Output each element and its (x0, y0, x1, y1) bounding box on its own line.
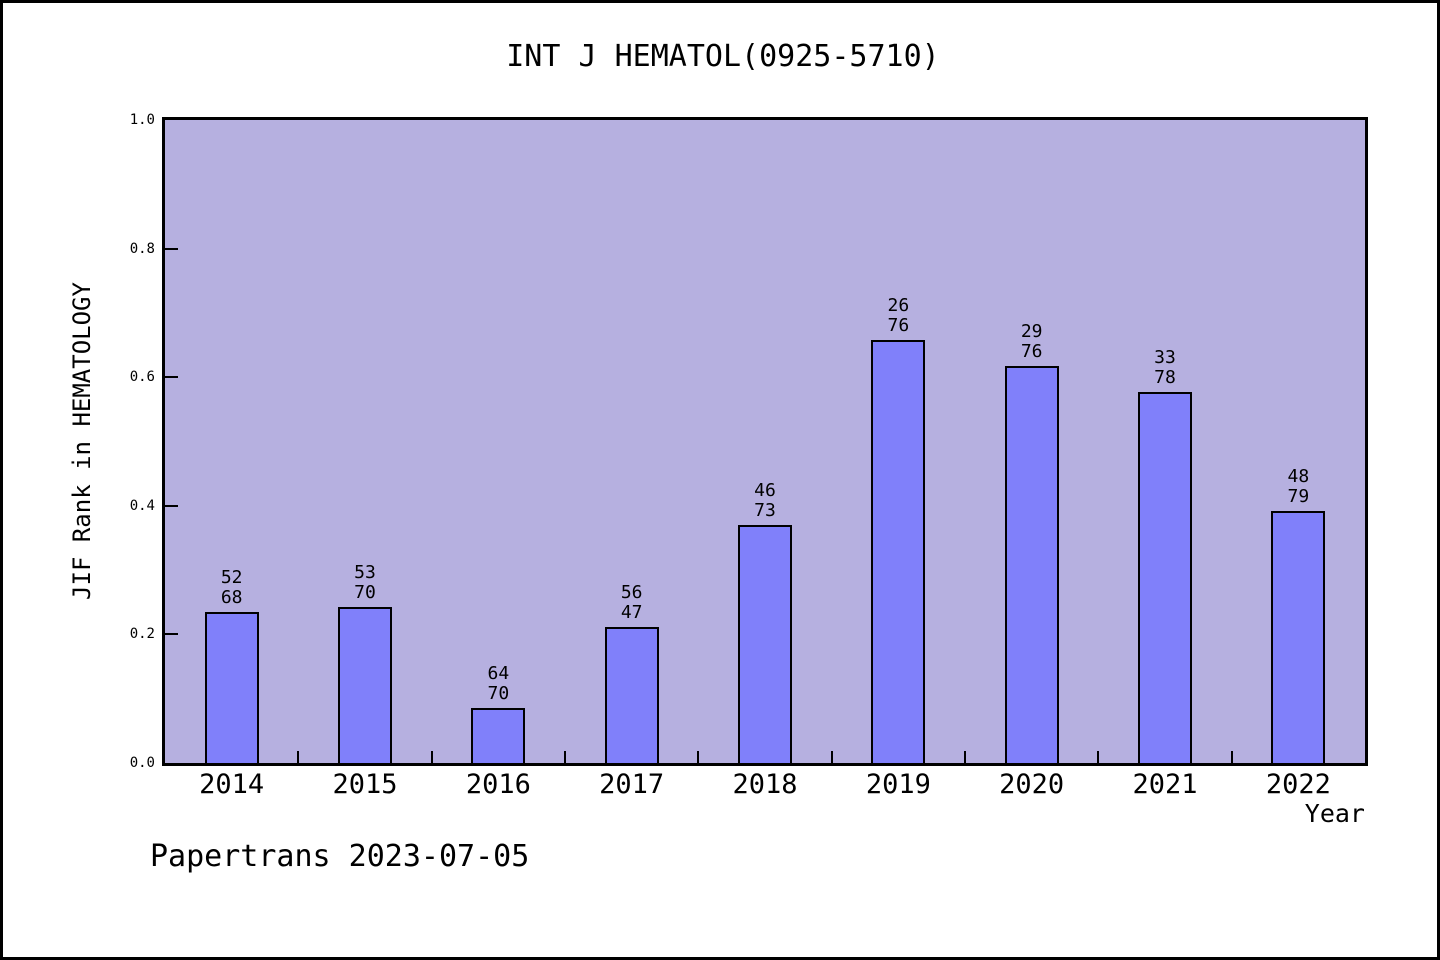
bar-value-label-2021: 33 78 (1154, 347, 1176, 388)
y-tick-label: 0.6 (129, 369, 155, 386)
y-axis-tick (165, 504, 178, 507)
bar-value-label-2020: 29 76 (1020, 321, 1043, 362)
y-tick-label: 0.8 (129, 240, 155, 257)
bar-2016 (471, 708, 525, 763)
y-tick-label: 0.4 (129, 497, 155, 514)
bar-2021 (1138, 392, 1192, 763)
bar-value-label-2015: 53 70 (354, 562, 376, 603)
x-axis-tick (1230, 751, 1233, 763)
x-axis-tick (697, 751, 700, 763)
y-tick-label: 0.2 (129, 626, 155, 643)
bar-2014 (205, 612, 259, 763)
bar-value-label-2022: 48 79 (1287, 466, 1310, 507)
bar-2018 (738, 525, 792, 763)
x-axis-tick (830, 751, 833, 763)
x-tick-label-2014: 2014 (199, 769, 265, 800)
x-tick-label-2021: 2021 (1132, 769, 1198, 800)
y-axis-tick (165, 247, 178, 250)
bar-2022 (1271, 511, 1325, 763)
x-tick-label-2016: 2016 (465, 769, 531, 800)
x-tick-label-2020: 2020 (999, 769, 1065, 800)
plot-area: 52 68 53 70 64 70 56 47 46 73 26 76 29 76 33 78… (162, 117, 1368, 766)
x-tick-label-2019: 2019 (865, 769, 931, 800)
chart-title: INT J HEMATOL(0925-5710) (506, 39, 940, 74)
y-tick-label: 0.0 (129, 755, 155, 771)
y-axis-tick (165, 633, 178, 636)
x-tick-label-2022: 2022 (1265, 769, 1331, 800)
x-axis-tick (564, 751, 566, 763)
x-axis-tick (430, 751, 433, 763)
x-axis-tick (1097, 751, 1100, 763)
x-axis-label: Year (1304, 799, 1365, 828)
x-axis-tick (297, 751, 300, 763)
y-axis-tick (165, 376, 178, 379)
y-tick-label: 1.0 (129, 112, 155, 128)
x-tick-label-2017: 2017 (599, 769, 665, 800)
bar-value-label-2019: 26 76 (887, 295, 910, 336)
y-axis-label: JIF Rank in HEMATOLOGY (68, 282, 96, 600)
bar-value-label-2018: 46 73 (754, 480, 776, 521)
x-axis-tick (964, 751, 966, 763)
bar-value-label-2014: 52 68 (220, 567, 243, 608)
x-tick-label-2018: 2018 (732, 769, 798, 800)
bar-2017 (605, 627, 659, 763)
bar-2020 (1005, 366, 1059, 763)
footer-watermark: Papertrans 2023-07-05 (150, 839, 530, 874)
x-tick-label-2015: 2015 (332, 769, 398, 800)
bar-value-label-2017: 56 47 (620, 582, 643, 623)
bar-value-label-2016: 64 70 (487, 663, 510, 704)
bar-2019 (871, 340, 925, 763)
bar-2015 (338, 607, 392, 763)
